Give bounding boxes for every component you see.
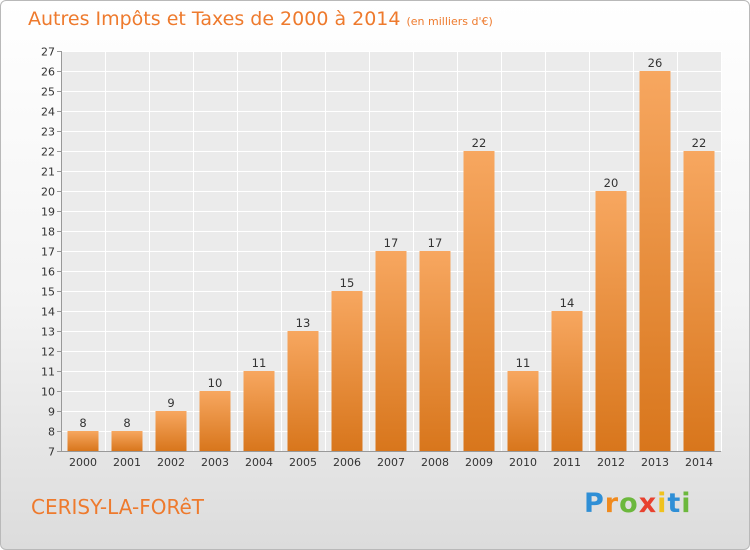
logo-letter: i bbox=[681, 488, 692, 519]
x-tick-label: 2004 bbox=[245, 456, 273, 469]
data-label: 26 bbox=[648, 56, 663, 70]
bar-2003 bbox=[199, 391, 231, 451]
y-tick-label: 8 bbox=[48, 426, 55, 439]
bar-2007 bbox=[375, 251, 407, 451]
x-tick-label: 2007 bbox=[377, 456, 405, 469]
x-tick-label: 2008 bbox=[421, 456, 449, 469]
y-tick-label: 26 bbox=[41, 66, 55, 79]
y-tick-label: 13 bbox=[41, 326, 55, 339]
x-tick-label: 2000 bbox=[69, 456, 97, 469]
y-tick-label: 18 bbox=[41, 226, 55, 239]
data-label: 15 bbox=[340, 276, 355, 290]
bar-2011 bbox=[551, 311, 583, 451]
x-tick-label: 2011 bbox=[553, 456, 581, 469]
logo-letter: x bbox=[638, 488, 658, 519]
data-label: 14 bbox=[560, 296, 575, 310]
location-name: CERISY-LA-FORêT bbox=[31, 495, 204, 519]
y-tick-label: 20 bbox=[41, 186, 55, 199]
data-label: 11 bbox=[516, 356, 531, 370]
bar-2006 bbox=[331, 291, 363, 451]
x-tick-label: 2014 bbox=[685, 456, 713, 469]
x-tick-label: 2002 bbox=[157, 456, 185, 469]
chart-unit: (en milliers d'€) bbox=[406, 15, 493, 28]
y-tick-label: 25 bbox=[41, 86, 55, 99]
logo-letter: i bbox=[657, 488, 668, 519]
data-label: 11 bbox=[252, 356, 267, 370]
data-label: 20 bbox=[604, 176, 619, 190]
y-tick-label: 14 bbox=[41, 306, 55, 319]
bar-2009 bbox=[463, 151, 495, 451]
data-label: 22 bbox=[472, 136, 487, 150]
logo-letter: r bbox=[604, 488, 620, 519]
bar-2012 bbox=[595, 191, 627, 451]
logo-letter: t bbox=[667, 488, 682, 519]
y-tick-label: 17 bbox=[41, 246, 55, 259]
y-tick-label: 15 bbox=[41, 286, 55, 299]
data-label: 17 bbox=[428, 236, 443, 250]
data-label: 8 bbox=[79, 416, 86, 430]
bar-2013 bbox=[639, 71, 671, 451]
x-tick-label: 2013 bbox=[641, 456, 669, 469]
x-tick-label: 2009 bbox=[465, 456, 493, 469]
data-label: 17 bbox=[384, 236, 399, 250]
bar-2010 bbox=[507, 371, 539, 451]
data-label: 22 bbox=[692, 136, 707, 150]
proxiti-logo: Proxiti bbox=[584, 488, 692, 519]
bar-2001 bbox=[111, 431, 143, 451]
logo-letter: o bbox=[619, 488, 639, 519]
y-tick-label: 9 bbox=[48, 406, 55, 419]
x-tick-label: 2006 bbox=[333, 456, 361, 469]
y-tick-label: 7 bbox=[48, 446, 55, 459]
y-tick-label: 10 bbox=[41, 386, 55, 399]
bar-2008 bbox=[419, 251, 451, 451]
y-tick-label: 27 bbox=[41, 46, 55, 59]
bar-2002 bbox=[155, 411, 187, 451]
x-tick-label: 2003 bbox=[201, 456, 229, 469]
x-tick-label: 2005 bbox=[289, 456, 317, 469]
bar-2005 bbox=[287, 331, 319, 451]
y-tick-label: 16 bbox=[41, 266, 55, 279]
chart-title-block: Autres Impôts et Taxes de 2000 à 2014 (en… bbox=[28, 8, 493, 30]
bar-2014 bbox=[683, 151, 715, 451]
x-tick-label: 2010 bbox=[509, 456, 537, 469]
data-label: 13 bbox=[296, 316, 311, 330]
data-label: 10 bbox=[208, 376, 223, 390]
y-tick-label: 22 bbox=[41, 146, 55, 159]
bar-2000 bbox=[67, 431, 99, 451]
y-tick-label: 19 bbox=[41, 206, 55, 219]
y-tick-label: 23 bbox=[41, 126, 55, 139]
chart-title: Autres Impôts et Taxes de 2000 à 2014 bbox=[28, 8, 401, 30]
logo-letter: P bbox=[584, 488, 605, 519]
x-tick-label: 2001 bbox=[113, 456, 141, 469]
bar-2004 bbox=[243, 371, 275, 451]
data-label: 9 bbox=[167, 396, 174, 410]
y-tick-label: 24 bbox=[41, 106, 55, 119]
data-label: 8 bbox=[123, 416, 130, 430]
y-tick-label: 21 bbox=[41, 166, 55, 179]
y-tick-label: 12 bbox=[41, 346, 55, 359]
y-tick-label: 11 bbox=[41, 366, 55, 379]
x-tick-label: 2012 bbox=[597, 456, 625, 469]
